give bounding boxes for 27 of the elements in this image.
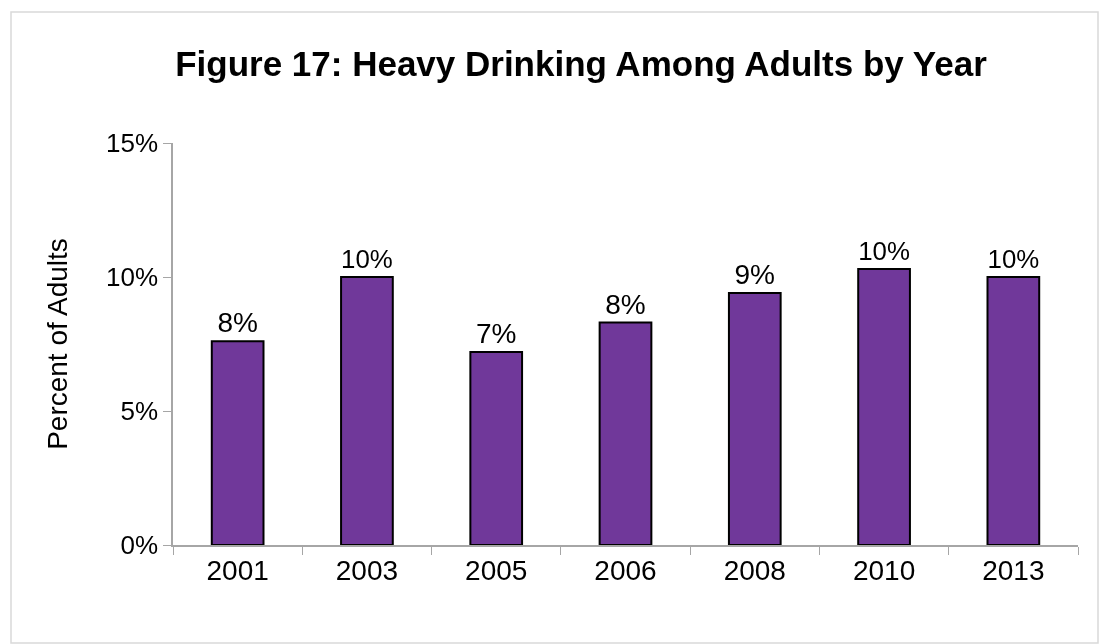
x-tick-label: 2005: [465, 555, 528, 587]
data-label: 10%: [858, 237, 910, 266]
data-label: 10%: [987, 245, 1040, 274]
bar: [986, 276, 1041, 545]
x-tick-label: 2008: [723, 555, 786, 587]
y-tick-label: 5%: [120, 396, 159, 427]
y-tick-label: 0%: [120, 530, 159, 561]
data-label: 8%: [605, 288, 646, 320]
bar: [857, 267, 911, 545]
bar: [727, 292, 782, 545]
x-tick-label: 2013: [982, 555, 1045, 587]
data-label: 7%: [475, 318, 517, 350]
chart-title: Figure 17: Heavy Drinking Among Adults by Year: [175, 44, 988, 84]
x-tick-label: 2006: [594, 555, 657, 587]
bar: [210, 340, 265, 545]
data-label: 8%: [217, 307, 258, 339]
bar: [598, 321, 653, 545]
y-axis-title: Percent of Adults: [42, 238, 74, 450]
bar: [340, 276, 394, 545]
data-label: 9%: [734, 259, 776, 291]
y-tick-label: 10%: [106, 262, 159, 293]
x-tick-label: 2003: [335, 555, 399, 587]
y-tick-label: 15%: [106, 128, 159, 159]
data-label: 10%: [341, 245, 393, 274]
x-tick-label: 2001: [206, 555, 269, 587]
bar: [469, 351, 524, 545]
x-tick-label: 2010: [852, 555, 916, 587]
